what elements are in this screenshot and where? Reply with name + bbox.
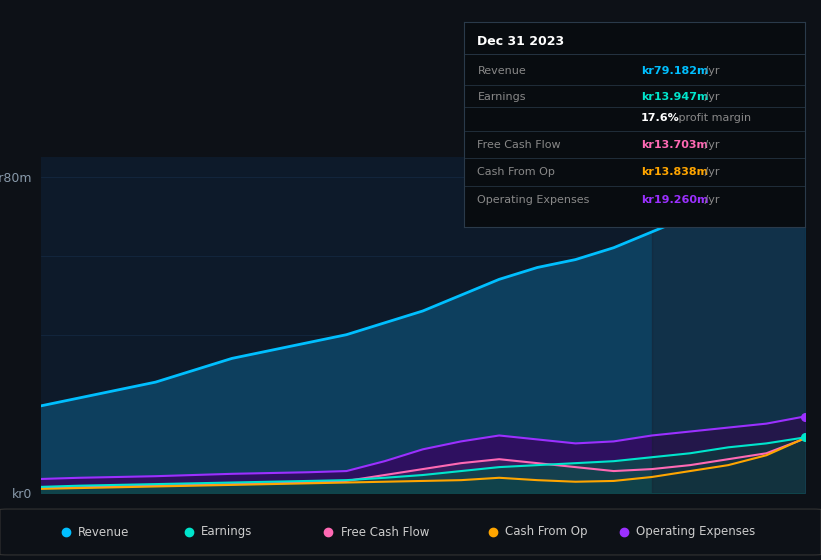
- Text: Revenue: Revenue: [78, 525, 130, 539]
- Point: [798, 433, 811, 442]
- Bar: [652, 157, 805, 493]
- Text: /yr: /yr: [701, 67, 719, 77]
- Text: profit margin: profit margin: [675, 114, 751, 123]
- Text: Free Cash Flow: Free Cash Flow: [341, 525, 429, 539]
- Text: kr13.838m: kr13.838m: [641, 167, 709, 176]
- Text: Revenue: Revenue: [478, 67, 526, 77]
- Text: Dec 31 2023: Dec 31 2023: [478, 35, 565, 48]
- Text: Cash From Op: Cash From Op: [505, 525, 587, 539]
- Text: /yr: /yr: [701, 195, 719, 205]
- Text: Operating Expenses: Operating Expenses: [636, 525, 755, 539]
- Text: Earnings: Earnings: [478, 92, 526, 102]
- Text: kr79.182m: kr79.182m: [641, 67, 709, 77]
- Text: Earnings: Earnings: [201, 525, 253, 539]
- Text: kr13.947m: kr13.947m: [641, 92, 709, 102]
- Text: kr19.260m: kr19.260m: [641, 195, 709, 205]
- Text: /yr: /yr: [701, 167, 719, 176]
- Text: Free Cash Flow: Free Cash Flow: [478, 140, 561, 150]
- Text: 17.6%: 17.6%: [641, 114, 680, 123]
- Point: [798, 172, 811, 181]
- Text: Cash From Op: Cash From Op: [478, 167, 555, 176]
- Text: Operating Expenses: Operating Expenses: [478, 195, 589, 205]
- Text: kr13.703m: kr13.703m: [641, 140, 708, 150]
- Point: [798, 412, 811, 421]
- Text: /yr: /yr: [701, 92, 719, 102]
- FancyBboxPatch shape: [0, 509, 821, 555]
- Text: /yr: /yr: [701, 140, 719, 150]
